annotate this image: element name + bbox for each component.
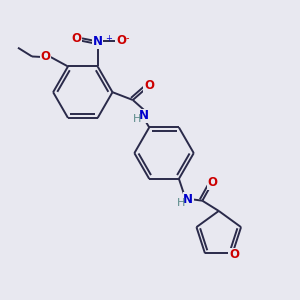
Text: H: H xyxy=(177,198,185,208)
Text: -: - xyxy=(126,33,129,43)
Text: N: N xyxy=(183,193,193,206)
Text: O: O xyxy=(40,50,50,63)
Text: O: O xyxy=(208,176,218,189)
Text: O: O xyxy=(144,80,154,92)
Text: N: N xyxy=(93,35,103,48)
Text: H: H xyxy=(133,114,142,124)
Text: O: O xyxy=(116,34,126,47)
Text: O: O xyxy=(229,248,239,261)
Text: +: + xyxy=(105,34,112,43)
Text: O: O xyxy=(71,32,81,45)
Text: N: N xyxy=(139,109,149,122)
